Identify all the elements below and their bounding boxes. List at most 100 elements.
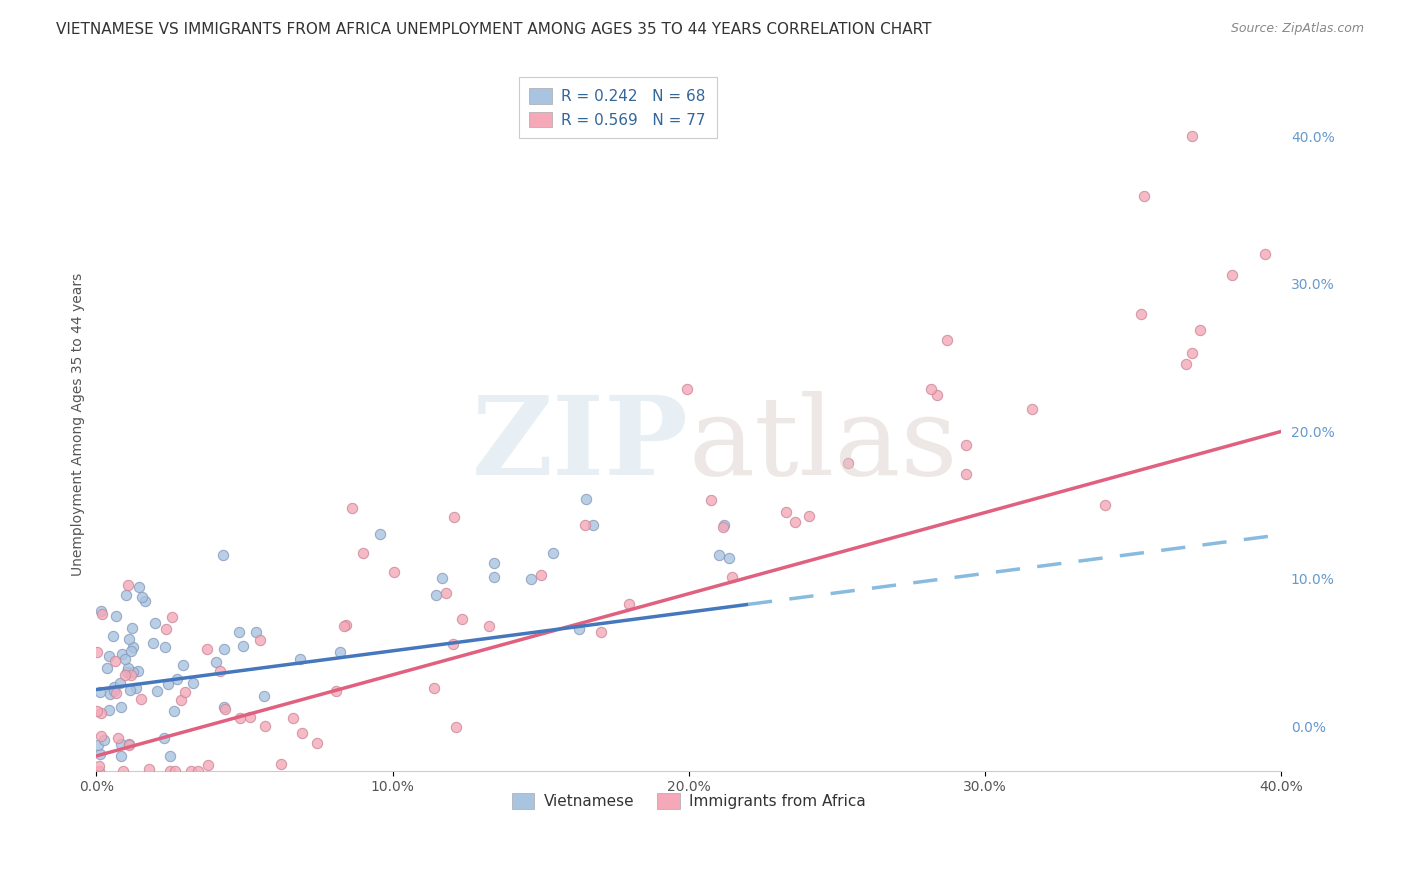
Point <box>90 604 112 618</box>
Point <box>1021 401 1043 416</box>
Point <box>797 509 820 524</box>
Point <box>228 624 250 639</box>
Point <box>478 619 501 633</box>
Point <box>707 548 730 562</box>
Point <box>90 706 112 720</box>
Point <box>197 758 219 772</box>
Point <box>211 548 233 562</box>
Point <box>89 685 111 699</box>
Point <box>125 681 148 695</box>
Point <box>422 681 444 695</box>
Point <box>582 518 605 533</box>
Text: ZIP: ZIP <box>472 392 689 499</box>
Point <box>96 661 118 675</box>
Point <box>1175 357 1198 371</box>
Point <box>340 500 363 515</box>
Point <box>117 661 139 675</box>
Point <box>253 689 276 703</box>
Point <box>249 632 271 647</box>
Point <box>444 721 467 735</box>
Legend: Vietnamese, Immigrants from Africa: Vietnamese, Immigrants from Africa <box>505 787 872 815</box>
Point <box>785 515 807 529</box>
Point <box>575 491 598 506</box>
Point <box>127 664 149 678</box>
Point <box>155 622 177 636</box>
Point <box>305 736 328 750</box>
Point <box>128 580 150 594</box>
Point <box>927 388 949 402</box>
Point <box>89 747 111 761</box>
Point <box>541 546 564 560</box>
Point <box>86 645 108 659</box>
Point <box>87 764 110 778</box>
Point <box>146 684 169 698</box>
Point <box>108 676 131 690</box>
Point <box>619 597 641 611</box>
Point <box>936 334 959 348</box>
Point <box>195 642 218 657</box>
Point <box>837 456 859 470</box>
Point <box>103 680 125 694</box>
Point <box>129 692 152 706</box>
Point <box>568 622 591 636</box>
Point <box>204 655 226 669</box>
Point <box>245 625 267 640</box>
Point <box>115 665 138 680</box>
Point <box>87 758 110 772</box>
Point <box>718 551 741 566</box>
Point <box>270 757 292 772</box>
Point <box>214 702 236 716</box>
Point <box>451 612 474 626</box>
Point <box>530 568 553 582</box>
Text: VIETNAMESE VS IMMIGRANTS FROM AFRICA UNEMPLOYMENT AMONG AGES 35 TO 44 YEARS CORR: VIETNAMESE VS IMMIGRANTS FROM AFRICA UNE… <box>56 22 932 37</box>
Point <box>103 684 125 698</box>
Point <box>105 685 128 699</box>
Point <box>713 518 735 533</box>
Point <box>98 687 121 701</box>
Point <box>432 571 454 585</box>
Point <box>166 673 188 687</box>
Point <box>520 572 543 586</box>
Point <box>163 704 186 718</box>
Y-axis label: Unemployment Among Ages 35 to 44 years: Unemployment Among Ages 35 to 44 years <box>72 272 86 575</box>
Point <box>174 685 197 699</box>
Point <box>955 467 977 481</box>
Point <box>239 710 262 724</box>
Point <box>333 619 356 633</box>
Point <box>122 640 145 655</box>
Point <box>1253 246 1275 260</box>
Point <box>91 607 114 621</box>
Point <box>117 632 139 646</box>
Point <box>110 737 132 751</box>
Point <box>97 702 120 716</box>
Point <box>955 438 977 452</box>
Point <box>98 648 121 663</box>
Point <box>1130 308 1153 322</box>
Point <box>484 570 506 584</box>
Point <box>291 726 314 740</box>
Point <box>1189 323 1212 337</box>
Point <box>441 637 464 651</box>
Point <box>111 648 134 662</box>
Point <box>288 652 311 666</box>
Point <box>122 665 145 679</box>
Point <box>229 711 252 725</box>
Point <box>117 578 139 592</box>
Point <box>114 651 136 665</box>
Point <box>131 590 153 604</box>
Point <box>110 699 132 714</box>
Text: atlas: atlas <box>689 392 959 499</box>
Point <box>93 733 115 747</box>
Point <box>1181 346 1204 360</box>
Point <box>142 636 165 650</box>
Point <box>172 658 194 673</box>
Point <box>232 639 254 653</box>
Point <box>329 645 352 659</box>
Point <box>157 677 180 691</box>
Point <box>434 586 457 600</box>
Point <box>121 621 143 635</box>
Point <box>183 676 205 690</box>
Point <box>384 565 406 579</box>
Point <box>138 762 160 776</box>
Point <box>134 593 156 607</box>
